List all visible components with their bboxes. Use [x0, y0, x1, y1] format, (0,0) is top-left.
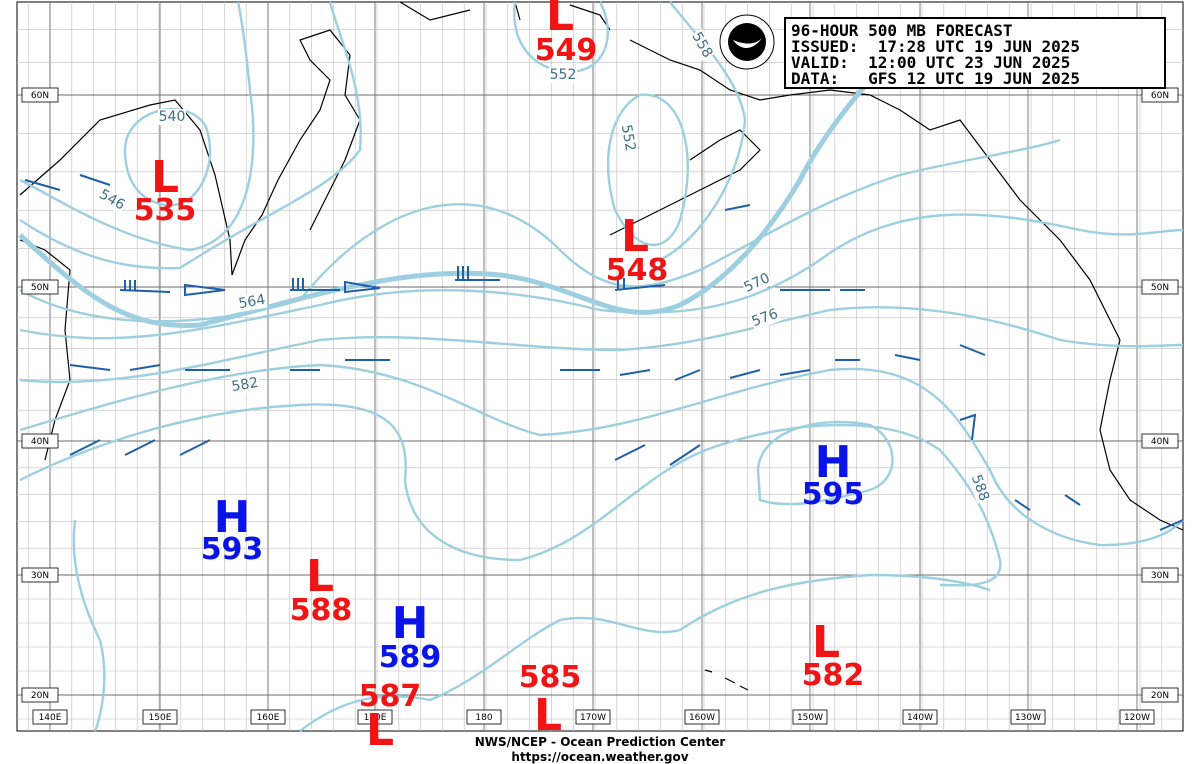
- contour-label-bg: [549, 67, 577, 83]
- contour-label-bg: [158, 109, 186, 125]
- wind-barbs: [24, 174, 1184, 531]
- contour-label: 564: [237, 292, 266, 312]
- lon-label: 120W: [1124, 713, 1150, 723]
- contour-label-bg: [95, 186, 129, 214]
- lon-label: 180: [475, 713, 492, 723]
- lat-label-left: 30N: [31, 571, 49, 581]
- center-type: H: [392, 598, 429, 649]
- label-box: [1141, 567, 1179, 583]
- contour-label-bg: [236, 291, 268, 313]
- contour-label-bg: [229, 374, 261, 396]
- center-value: 582: [802, 658, 865, 693]
- contour-label-bg: [740, 269, 774, 297]
- lat-label-right: 60N: [1151, 91, 1169, 101]
- footer: NWS/NCEP - Ocean Prediction Center: [475, 735, 726, 749]
- contours: [18, 1, 1184, 732]
- lon-label: 170E: [364, 713, 387, 723]
- center-type: L: [151, 152, 179, 203]
- label-box: [250, 709, 286, 725]
- header-line: VALID: 12:00 UTC 23 JUN 2025: [791, 53, 1070, 72]
- labels: 60N 60N 50N 50N 40N 40N 30N 30N 20N 20N 140E 150E 16…: [21, 0, 1179, 756]
- lat-label-left: 60N: [31, 91, 49, 101]
- label-box: [357, 709, 393, 725]
- coastlines: [19, 1, 1184, 691]
- label-box: [21, 433, 59, 449]
- contour-label: 582: [230, 375, 259, 395]
- center-type: L: [366, 705, 394, 756]
- contour-label: 552: [550, 67, 577, 83]
- center-value: 549: [535, 33, 598, 68]
- contour-label: 552: [618, 123, 638, 152]
- contour-label-bg: [967, 472, 993, 504]
- header-line: 96-HOUR 500 MB FORECAST: [791, 21, 1013, 40]
- label-box: [902, 709, 938, 725]
- label-box: [575, 709, 611, 725]
- center-value: 588: [290, 593, 353, 628]
- label-box: [1119, 709, 1155, 725]
- label-box: [1010, 709, 1046, 725]
- label-box: [684, 709, 720, 725]
- label-box: [1141, 433, 1179, 449]
- lon-label: 140E: [39, 713, 62, 723]
- lon-label: 130W: [1015, 713, 1041, 723]
- center-type: L: [812, 617, 840, 668]
- center-type: L: [621, 211, 649, 262]
- contour-label-bg: [688, 28, 716, 62]
- label-box: [1141, 279, 1179, 295]
- lon-label: 170W: [580, 713, 606, 723]
- center-value: 535: [134, 193, 197, 228]
- contour-label-bg: [617, 122, 639, 154]
- contour-label: 540: [159, 109, 186, 125]
- center-type: L: [546, 0, 574, 41]
- lon-label: 150W: [797, 713, 823, 723]
- center-type: L: [306, 551, 334, 602]
- center-value: 589: [379, 640, 442, 675]
- lat-label-right: 30N: [1151, 571, 1169, 581]
- center-type: H: [815, 437, 852, 488]
- lon-label: 140W: [907, 713, 933, 723]
- center-value: 593: [201, 532, 264, 567]
- lat-label-left: 40N: [31, 437, 49, 447]
- lat-label-right: 40N: [1151, 437, 1169, 447]
- footer: https://ocean.weather.gov: [511, 750, 688, 764]
- label-box: [21, 279, 59, 295]
- lat-label-left: 50N: [31, 283, 49, 293]
- header-box: [784, 17, 1166, 89]
- center-value: 585: [519, 660, 582, 695]
- center-value: 548: [606, 253, 669, 288]
- map-frame: [16, 1, 1184, 732]
- lon-label: 160W: [689, 713, 715, 723]
- label-box: [21, 567, 59, 583]
- center-type: H: [214, 492, 251, 543]
- label-box: [1141, 687, 1179, 703]
- label-box: [466, 709, 502, 725]
- contour-label-bg: [749, 305, 781, 331]
- lat-label-right: 50N: [1151, 283, 1169, 293]
- lon-label: 160E: [257, 713, 280, 723]
- lat-label-right: 20N: [1151, 691, 1169, 701]
- center-value: 587: [359, 679, 422, 714]
- label-box: [21, 87, 59, 103]
- noaa-logo: [719, 14, 775, 70]
- lon-label: 150E: [149, 713, 172, 723]
- lat-label-left: 20N: [31, 691, 49, 701]
- header-line: ISSUED: 17:28 UTC 19 JUN 2025: [791, 37, 1080, 56]
- label-box: [142, 709, 178, 725]
- label-box: [21, 687, 59, 703]
- label-box: [32, 709, 68, 725]
- center-value: 595: [802, 477, 865, 512]
- header-line: DATA: GFS 12 UTC 19 JUN 2025: [791, 69, 1080, 88]
- center-type: L: [534, 690, 562, 741]
- label-box: [792, 709, 828, 725]
